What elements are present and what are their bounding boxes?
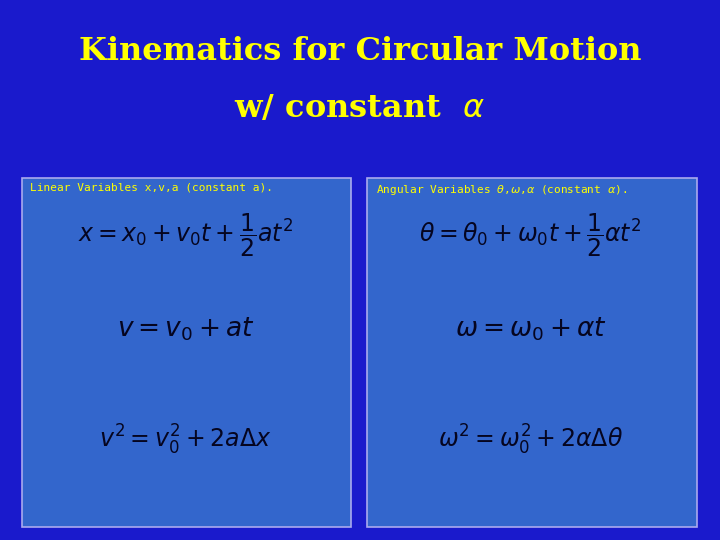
Text: $\omega = \omega_0 + \alpha t$: $\omega = \omega_0 + \alpha t$ xyxy=(454,316,607,343)
Text: $v = v_0 + at$: $v = v_0 + at$ xyxy=(117,316,255,343)
Text: $x = x_0 + v_0 t + \dfrac{1}{2}at^2$: $x = x_0 + v_0 t + \dfrac{1}{2}at^2$ xyxy=(78,211,294,259)
Text: w/ constant  $\alpha$: w/ constant $\alpha$ xyxy=(235,92,485,124)
Text: $\theta = \theta_0 + \omega_0 t + \dfrac{1}{2}\alpha t^2$: $\theta = \theta_0 + \omega_0 t + \dfrac… xyxy=(419,211,642,259)
Text: Angular Variables $\theta$,$\omega$,$\alpha$ (constant $\alpha$).: Angular Variables $\theta$,$\omega$,$\al… xyxy=(376,183,627,197)
FancyBboxPatch shape xyxy=(22,178,351,526)
Text: Kinematics for Circular Motion: Kinematics for Circular Motion xyxy=(78,36,642,67)
Text: Linear Variables x,v,a (constant a).: Linear Variables x,v,a (constant a). xyxy=(30,183,274,193)
FancyBboxPatch shape xyxy=(367,178,697,526)
Text: $v^2 = v_0^2 + 2a\Delta x$: $v^2 = v_0^2 + 2a\Delta x$ xyxy=(99,423,272,457)
Text: $\omega^2 = \omega_0^2 + 2\alpha\Delta\theta$: $\omega^2 = \omega_0^2 + 2\alpha\Delta\t… xyxy=(438,423,624,457)
